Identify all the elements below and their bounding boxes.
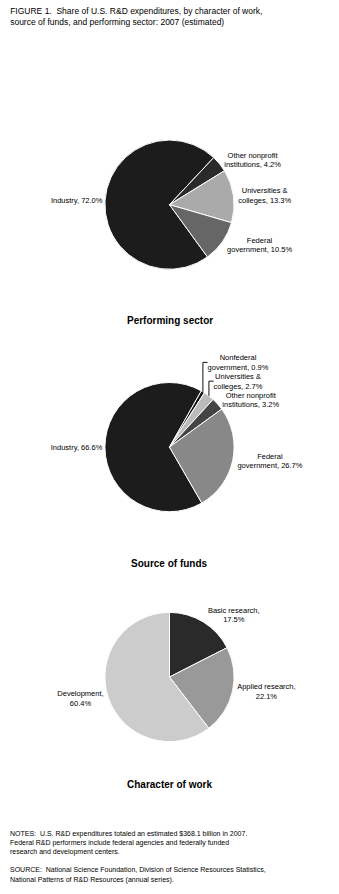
svg-text:Universities &colleges, 2.7%: Universities &colleges, 2.7% [214, 372, 263, 391]
svg-text:Basic research,17.5%: Basic research,17.5% [208, 606, 260, 625]
svg-text:Federalgovernment, 10.5%: Federalgovernment, 10.5% [227, 236, 292, 255]
svg-text:Universities &colleges, 13.3%: Universities &colleges, 13.3% [238, 186, 291, 205]
svg-text:Other nonprofitinstitutions, 3: Other nonprofitinstitutions, 3.2% [222, 391, 279, 410]
svg-text:Other nonprofitinstitutions, 4: Other nonprofitinstitutions, 4.2% [224, 151, 281, 170]
svg-text:Applied research,22.1%: Applied research,22.1% [237, 682, 295, 701]
svg-text:NOTES: U.S. R&D expenditures: NOTES: U.S. R&D expenditures totaled an … [10, 830, 266, 884]
svg-text:Character of work: Character of work [127, 779, 212, 790]
svg-text:Nonfederalgovernment, 0.9%: Nonfederalgovernment, 0.9% [208, 353, 269, 372]
svg-text:Development,60.4%: Development,60.4% [57, 689, 103, 708]
svg-text:Federalgovernment, 26.7%: Federalgovernment, 26.7% [237, 452, 302, 471]
svg-text:Performing sector: Performing sector [127, 315, 213, 326]
svg-text:FIGURE 1. Share of U.S. R&D e: FIGURE 1. Share of U.S. R&D expenditures… [10, 6, 262, 27]
svg-text:Source of funds: Source of funds [131, 558, 208, 569]
svg-text:Industry, 72.0%: Industry, 72.0% [51, 196, 103, 205]
svg-text:Industry, 66.6%: Industry, 66.6% [51, 443, 103, 452]
